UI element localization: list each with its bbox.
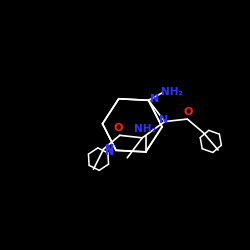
Text: N: N	[105, 144, 115, 154]
Text: O: O	[114, 123, 123, 133]
Text: N: N	[159, 115, 168, 125]
Text: N: N	[150, 94, 160, 104]
Text: O: O	[184, 107, 193, 117]
Text: NH₂: NH₂	[134, 124, 156, 134]
Text: NH₂: NH₂	[161, 86, 183, 97]
Text: N: N	[105, 146, 115, 156]
